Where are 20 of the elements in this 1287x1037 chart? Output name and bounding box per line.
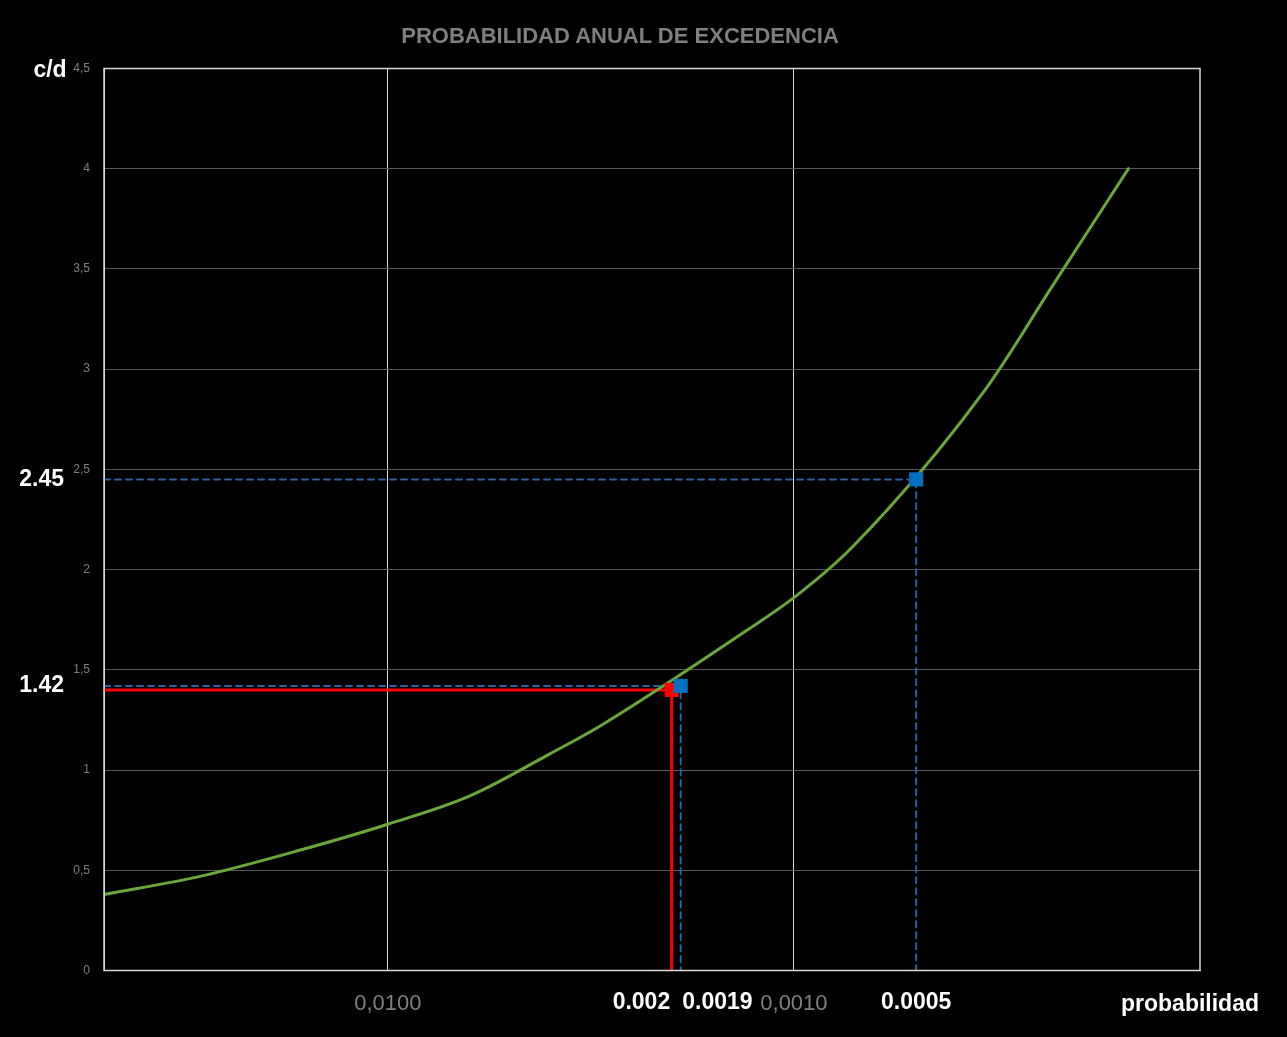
- y-tick-label: 2,5: [73, 461, 91, 476]
- y-tick-label: 4,5: [73, 60, 91, 75]
- chart-title: PROBABILIDAD ANUAL DE EXCEDENCIA: [401, 23, 839, 49]
- y-tick-label: 3,5: [73, 261, 91, 276]
- y-tick-label: 3: [83, 361, 91, 376]
- y-axis-title: c/d: [33, 55, 67, 82]
- x-axis-title: probabilidad: [1121, 989, 1259, 1016]
- y-tick-label: 1,5: [73, 662, 91, 677]
- y-tick-label: 1: [83, 762, 91, 777]
- y-tick-label: 2: [83, 561, 91, 576]
- annotation: 2.45: [19, 464, 65, 491]
- annotation: 1.42: [19, 671, 64, 698]
- annotation: 0.0005: [880, 987, 952, 1014]
- annotation: 0.002: [612, 987, 671, 1014]
- annotation: 0.0019: [682, 987, 753, 1014]
- y-tick-label: 0: [83, 962, 91, 977]
- y-tick-label: 4: [83, 160, 91, 175]
- x-tick-label: 0,0100: [354, 989, 422, 1015]
- y-tick-label: 0,5: [73, 862, 91, 877]
- x-tick-label: 0,0010: [760, 989, 828, 1015]
